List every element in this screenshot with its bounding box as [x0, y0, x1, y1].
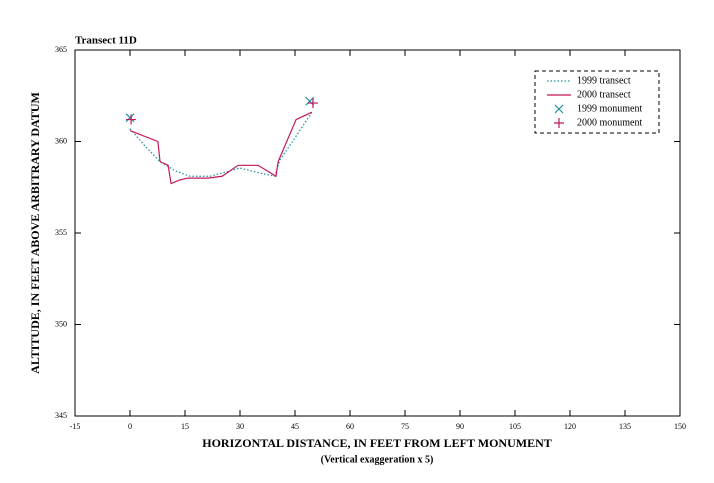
y-tick-label: 345: [55, 411, 67, 420]
x-tick-label: 45: [291, 422, 299, 431]
legend-label: 1999 transect: [577, 75, 631, 86]
series-line: [129, 111, 313, 185]
legend-swatch: [554, 118, 564, 128]
monument-marker: [126, 114, 137, 125]
x-tick-label: 0: [128, 422, 132, 431]
x-tick-label: -15: [70, 422, 81, 431]
x-axis-sublabel: (Vertical exaggeration x 5): [321, 454, 434, 465]
x-tick-label: 15: [181, 422, 189, 431]
y-tick-label: 355: [55, 228, 67, 237]
y-tick-label: 360: [55, 136, 67, 145]
monument-marker: [305, 96, 315, 106]
legend-swatch: [554, 104, 564, 114]
monument-marker: [125, 113, 135, 123]
legend-label: 2000 transect: [577, 89, 631, 100]
x-tick-label: 75: [401, 422, 409, 431]
y-tick-label: 365: [55, 45, 67, 54]
x-tick-label: 60: [346, 422, 354, 431]
x-axis-label: HORIZONTAL DISTANCE, IN FEET FROM LEFT M…: [202, 436, 552, 450]
x-tick-label: 120: [564, 422, 576, 431]
monument-marker: [307, 98, 318, 109]
x-tick-label: 150: [674, 422, 686, 431]
series-line: [129, 111, 313, 177]
legend-label: 2000 monument: [577, 117, 642, 128]
y-axis-label: ALTITUDE, IN FEET ABOVE ARBITRARY DATUM: [28, 92, 42, 374]
chart-title: Transect 11D: [75, 35, 137, 47]
legend-label: 1999 monument: [577, 103, 642, 114]
y-tick-label: 350: [55, 319, 67, 328]
x-tick-label: 135: [619, 422, 631, 431]
x-tick-label: 30: [236, 422, 244, 431]
x-tick-label: 90: [456, 422, 464, 431]
x-tick-label: 105: [509, 422, 521, 431]
